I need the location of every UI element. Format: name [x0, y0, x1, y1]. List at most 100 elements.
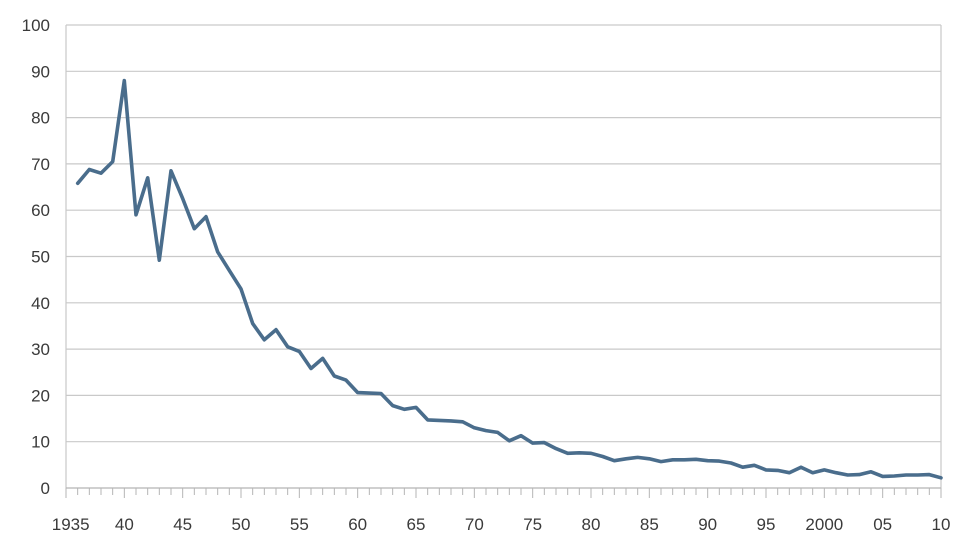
x-tick-label-95: 95: [757, 515, 776, 534]
data-point-1955: [298, 350, 301, 353]
x-tick-label-75: 75: [523, 515, 542, 534]
x-tick-label-60: 60: [348, 515, 367, 534]
data-point-1961: [368, 391, 371, 394]
data-point-1939: [111, 160, 114, 163]
data-point-1980: [589, 452, 592, 455]
gridlines: [66, 25, 941, 442]
data-point-1972: [496, 431, 499, 434]
data-point-1995: [764, 468, 767, 471]
data-point-1965: [414, 406, 417, 409]
data-point-1976: [543, 441, 546, 444]
data-point-1946: [193, 227, 196, 230]
data-point-1956: [309, 367, 312, 370]
data-point-1991: [718, 460, 721, 463]
data-point-1978: [566, 452, 569, 455]
data-point-1957: [321, 357, 324, 360]
data-point-1970: [473, 426, 476, 429]
y-tick-label-50: 50: [31, 248, 50, 267]
x-tick-label-45: 45: [173, 515, 192, 534]
data-point-2007: [904, 473, 907, 476]
data-point-1994: [753, 464, 756, 467]
data-point-1998: [799, 466, 802, 469]
data-point-1979: [578, 451, 581, 454]
data-point-2000: [823, 468, 826, 471]
data-point-1973: [508, 439, 511, 442]
data-point-1959: [344, 379, 347, 382]
data-point-1941: [134, 213, 137, 216]
data-point-1936: [76, 182, 79, 185]
data-point-1986: [659, 460, 662, 463]
data-point-1960: [356, 391, 359, 394]
data-point-1968: [449, 419, 452, 422]
data-point-1985: [648, 457, 651, 460]
data-point-2009: [928, 473, 931, 476]
data-point-1982: [613, 459, 616, 462]
data-point-1990: [706, 459, 709, 462]
y-tick-label-30: 30: [31, 340, 50, 359]
x-tick-label-2000: 2000: [805, 515, 843, 534]
data-point-1975: [531, 441, 534, 444]
data-point-1963: [391, 404, 394, 407]
data-point-1971: [484, 429, 487, 432]
x-tick-label-50: 50: [232, 515, 251, 534]
data-point-1954: [286, 345, 289, 348]
data-point-2004: [869, 470, 872, 473]
axes: [66, 25, 941, 498]
data-point-1938: [99, 172, 102, 175]
data-point-1951: [251, 322, 254, 325]
y-tick-label-60: 60: [31, 201, 50, 220]
data-point-1949: [228, 269, 231, 272]
series-group: [76, 79, 943, 479]
data-point-1940: [123, 79, 126, 82]
data-point-1944: [169, 169, 172, 172]
data-point-2010: [939, 476, 942, 479]
y-tick-label-80: 80: [31, 109, 50, 128]
y-tick-label-10: 10: [31, 433, 50, 452]
data-point-1947: [204, 215, 207, 218]
data-point-1999: [811, 471, 814, 474]
data-point-1950: [239, 287, 242, 290]
x-tick-label-10: 10: [932, 515, 951, 534]
data-point-1974: [519, 434, 522, 437]
data-point-1996: [776, 469, 779, 472]
x-tick-label-55: 55: [290, 515, 309, 534]
x-tick-label-80: 80: [582, 515, 601, 534]
data-point-1989: [694, 458, 697, 461]
data-point-1953: [274, 328, 277, 331]
data-point-1958: [333, 374, 336, 377]
data-point-2002: [846, 473, 849, 476]
series-line-0: [78, 81, 941, 478]
data-point-1945: [181, 197, 184, 200]
x-tick-label-05: 05: [873, 515, 892, 534]
data-point-1997: [788, 471, 791, 474]
y-tick-label-40: 40: [31, 294, 50, 313]
x-tick-label-70: 70: [465, 515, 484, 534]
y-tick-label-0: 0: [41, 479, 50, 498]
data-point-1969: [461, 420, 464, 423]
y-tick-label-100: 100: [22, 16, 50, 35]
y-tick-label-70: 70: [31, 155, 50, 174]
data-point-1992: [729, 461, 732, 464]
y-tick-label-20: 20: [31, 386, 50, 405]
data-point-1962: [379, 392, 382, 395]
x-tick-label-90: 90: [698, 515, 717, 534]
data-point-2001: [834, 471, 837, 474]
data-point-2006: [893, 474, 896, 477]
data-point-1993: [741, 466, 744, 469]
data-point-2003: [858, 473, 861, 476]
data-point-1952: [263, 338, 266, 341]
data-point-1988: [683, 458, 686, 461]
data-point-1987: [671, 458, 674, 461]
data-point-1977: [554, 447, 557, 450]
data-point-1964: [403, 408, 406, 411]
x-tick-label-65: 65: [407, 515, 426, 534]
data-point-1984: [636, 456, 639, 459]
data-point-1937: [88, 168, 91, 171]
x-tick-label-1935: 1935: [52, 515, 90, 534]
data-point-1948: [216, 250, 219, 253]
y-axis-ticks: 0 10 20 30 40 50 60 70 80 90 100: [22, 16, 50, 498]
data-point-1943: [158, 259, 161, 262]
data-point-1981: [601, 455, 604, 458]
data-point-1942: [146, 176, 149, 179]
